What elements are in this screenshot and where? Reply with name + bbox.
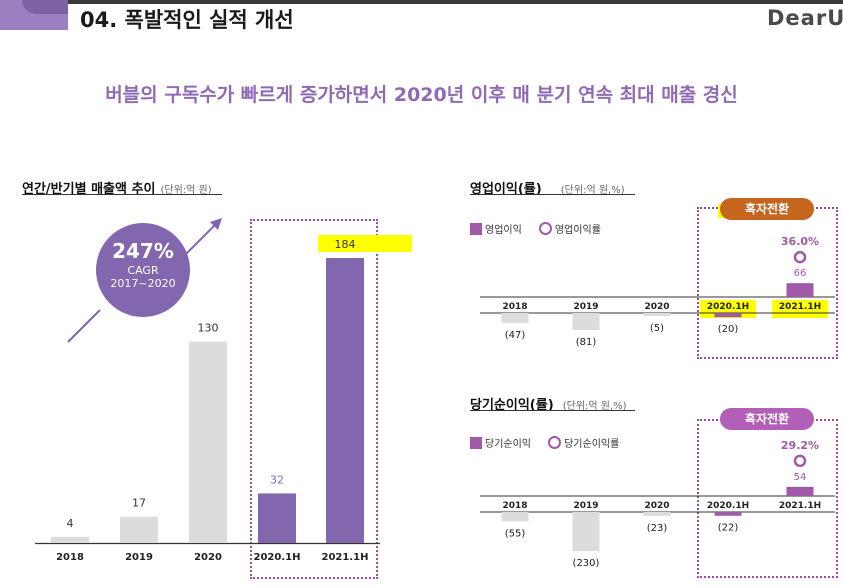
revenue-value-label: 17 <box>132 497 146 510</box>
net-svg-value-label: 54 <box>794 472 807 483</box>
cagr-label: CAGR <box>127 264 159 277</box>
revenue-category-label: 2019 <box>125 552 153 563</box>
brand-logo-text: DearU <box>767 6 843 30</box>
net-svg-bar <box>786 486 814 496</box>
op-svg-bar <box>501 313 529 323</box>
op-chart: 2018 (47) 2019 (81) 2020 (5) 2020.1H (20) 2021.1… <box>480 235 835 348</box>
revenue-title: 연간/반기별 매출액 추이 <box>22 182 156 197</box>
op-svg-category-label: 2020.1H <box>707 302 749 312</box>
net-svg-bar <box>501 512 529 522</box>
op-svg-category-label: 2019 <box>573 302 598 312</box>
op-svg-bar <box>714 313 742 318</box>
headline: 버블의 구독수가 빠르게 증가하면서 2020년 이후 매 분기 연속 최대 매… <box>105 84 738 106</box>
op-legend-bar-label: 영업이익 <box>485 225 522 236</box>
net-svg-value-label: (55) <box>505 528 526 539</box>
net-unit: (단위:억 원,%) <box>562 401 627 412</box>
page-title: 04. 폭발적인 실적 개선 <box>80 8 294 32</box>
revenue-bar <box>189 341 227 543</box>
net-svg-category-label: 2018 <box>502 501 527 511</box>
net-svg-value-label: (22) <box>718 523 739 534</box>
op-svg-rate-label: 36.0% <box>781 235 819 248</box>
revenue-value-label: 32 <box>270 473 284 486</box>
op-svg-value-label: (5) <box>650 323 664 334</box>
op-legend-rate-swatch <box>538 222 552 235</box>
revenue-category-label: 2018 <box>56 552 84 563</box>
op-badge: 흑자전환 <box>720 198 814 220</box>
op-legend: 영업이익 영업이익률 <box>470 218 613 237</box>
net-svg-bar <box>572 512 600 552</box>
net-svg-rate-marker <box>793 454 807 468</box>
op-svg-bar <box>786 283 814 297</box>
revenue-highlight-box <box>250 219 378 579</box>
cagr-circle: 247% CAGR 2017~2020 <box>96 223 190 317</box>
op-svg-category-label: 2021.1H <box>779 302 821 312</box>
revenue-chart: 4 2018 17 2019 130 2020 32 2020.1H 184 2021.1H <box>35 238 380 563</box>
title-accent-shape-dark <box>22 0 68 14</box>
top-border <box>0 0 843 4</box>
op-svg-value-label: (47) <box>505 330 526 341</box>
op-legend-bar-swatch <box>470 222 482 235</box>
revenue-bar <box>326 258 364 543</box>
revenue-bar <box>120 516 158 543</box>
op-svg-category-label: 2018 <box>502 302 527 312</box>
net-badge: 흑자전환 <box>720 408 814 430</box>
revenue-bar <box>51 536 89 543</box>
op-legend-rate-label: 영업이익률 <box>554 225 601 236</box>
revenue-bar <box>258 493 296 543</box>
op-svg-value-label: (81) <box>576 337 597 348</box>
op-svg-value-label: 66 <box>794 268 807 279</box>
cagr-period: 2017~2020 <box>110 277 176 290</box>
net-title-underline <box>470 410 635 411</box>
op-svg-bar <box>572 313 600 331</box>
net-svg-bar <box>643 512 671 516</box>
op-section-header: 영업이익(률) (단위:억 원,%) <box>470 178 625 197</box>
revenue-category-label: 2020 <box>194 552 222 563</box>
op-svg-category-label: 2020 <box>644 302 669 312</box>
revenue-section-header: 연간/반기별 매출액 추이 (단위:억 원) <box>22 178 212 197</box>
net-badge-bg: 흑자전환 <box>718 406 816 432</box>
revenue-unit: (단위:억 원) <box>160 185 212 196</box>
net-section-header: 당기순이익(률) (단위:억 원,%) <box>470 394 627 413</box>
revenue-title-underline <box>22 194 222 195</box>
op-title-underline <box>470 194 635 195</box>
net-legend-rate-swatch <box>548 436 562 449</box>
net-chart: 2018 (55) 2019 (230) 2020 (23) 2020.1H (22) 2021… <box>480 440 835 569</box>
revenue-category-label: 2021.1H <box>322 552 369 563</box>
op-svg-bar <box>643 313 671 316</box>
op-title: 영업이익(률) <box>470 182 542 197</box>
net-legend: 당기순이익 당기순이익률 <box>470 432 631 451</box>
op-svg-value-label: (20) <box>718 324 739 335</box>
revenue-184-highlight <box>318 235 412 252</box>
revenue-value-label: 184 <box>335 238 356 251</box>
net-svg-value-label: (230) <box>573 558 600 569</box>
net-legend-bar-swatch <box>470 436 482 449</box>
net-svg-rate-label: 29.2% <box>781 440 819 452</box>
net-svg-value-label: (23) <box>647 523 668 534</box>
revenue-value-label: 130 <box>198 322 219 335</box>
net-svg-bar <box>714 512 742 516</box>
revenue-category-label: 2020.1H <box>254 552 301 563</box>
cagr-value: 247% <box>112 239 174 263</box>
net-svg-category-label: 2021.1H <box>779 501 821 511</box>
net-svg-category-label: 2020 <box>644 501 669 511</box>
net-legend-rate-label: 당기순이익률 <box>564 439 620 450</box>
net-title: 당기순이익(률) <box>470 398 554 413</box>
op-unit: (단위:억 원,%) <box>560 185 625 196</box>
net-svg-category-label: 2020.1H <box>707 501 749 511</box>
op-badge-bg: 흑자전환 <box>718 196 816 222</box>
op-svg-rate-marker <box>793 250 807 264</box>
net-svg-category-label: 2019 <box>573 501 598 511</box>
net-legend-bar-label: 당기순이익 <box>485 439 531 450</box>
revenue-value-label: 4 <box>67 517 74 530</box>
